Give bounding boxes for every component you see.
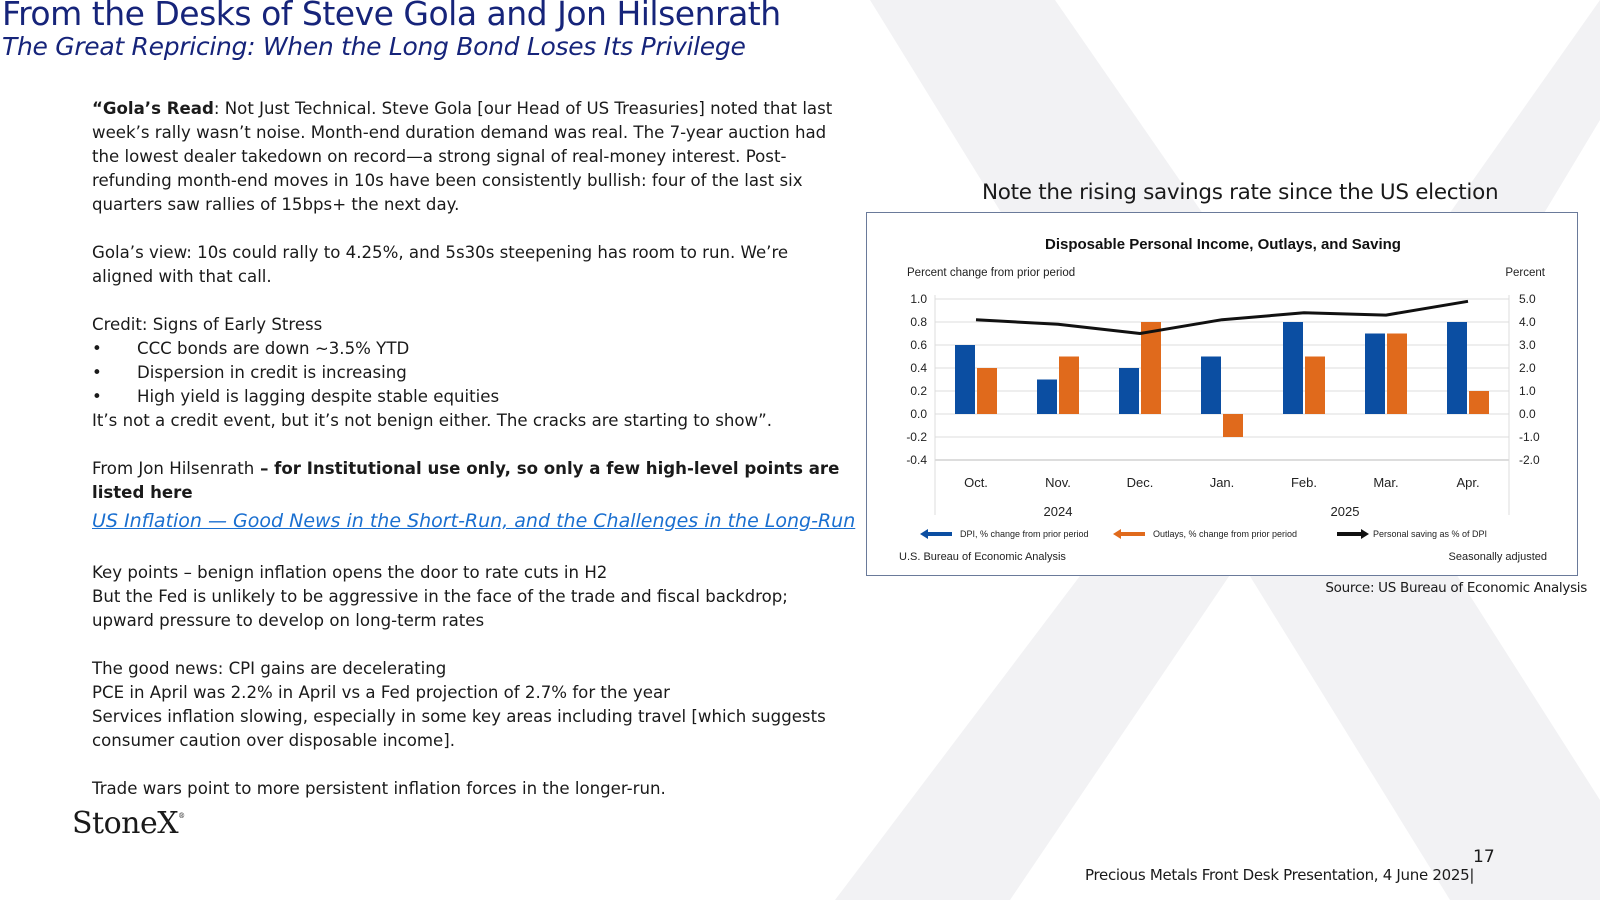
x-tick-label: Jan. [1210, 475, 1235, 490]
list-item: CCC bonds are down ~3.5% YTD [92, 337, 847, 361]
x-tick-label: Mar. [1373, 475, 1398, 490]
gola-view-paragraph: Gola’s view: 10s could rally to 4.25%, a… [92, 243, 789, 286]
dpi-bar [1037, 379, 1057, 414]
x-tick-label: Oct. [964, 475, 988, 490]
y-tick-label: -0.2 [906, 430, 927, 444]
hilsenrath-note: – for Institutional use only, so only a … [92, 459, 840, 502]
page-title: From the Desks of Steve Gola and Jon Hil… [2, 0, 781, 33]
chart-caption: Note the rising savings rate since the U… [982, 180, 1499, 205]
y-tick-label: -0.4 [906, 453, 927, 467]
y-tick-label: 0.0 [910, 407, 927, 421]
dpi-bar [1447, 322, 1467, 414]
y2-tick-label: 5.0 [1519, 292, 1536, 306]
dpi-bar [1119, 368, 1139, 414]
y2-tick-label: 2.0 [1519, 361, 1536, 375]
pce-line: PCE in April was 2.2% in April vs a Fed … [92, 683, 670, 702]
y2-tick-label: -1.0 [1519, 430, 1540, 444]
y-tick-label: 0.2 [910, 384, 927, 398]
outlays-bar [977, 368, 997, 414]
chart-footer-left: U.S. Bureau of Economic Analysis [899, 551, 1066, 563]
x-tick-label: Nov. [1045, 475, 1071, 490]
gola-read-label: “Gola’s Read [92, 99, 214, 118]
dpi-bar [955, 345, 975, 414]
page-subtitle: The Great Repricing: When the Long Bond … [2, 32, 746, 61]
y2-tick-label: 4.0 [1519, 315, 1536, 329]
list-item: High yield is lagging despite stable equ… [92, 385, 847, 409]
outlays-bar [1305, 356, 1325, 414]
left-axis-label: Percent change from prior period [907, 267, 1075, 279]
y-tick-label: 1.0 [910, 292, 927, 306]
us-inflation-article-link[interactable]: US Inflation — Good News in the Short-Ru… [92, 510, 856, 532]
dpi-bar [1365, 333, 1385, 414]
y2-tick-label: 3.0 [1519, 338, 1536, 352]
outlays-bar [1387, 333, 1407, 414]
year-label: 2025 [1331, 504, 1360, 519]
gola-read-paragraph: “Gola’s Read: Not Just Technical. Steve … [92, 97, 847, 217]
hilsenrath-paragraph: From Jon Hilsenrath – for Institutional … [92, 457, 847, 505]
footer-text: Precious Metals Front Desk Presentation,… [1085, 866, 1475, 884]
y2-tick-label: 1.0 [1519, 384, 1536, 398]
saving-rate-line [975, 299, 1469, 335]
gola-read-text: : Not Just Technical. Steve Gola [our He… [92, 99, 833, 214]
chart-footer-right: Seasonally adjusted [1449, 551, 1547, 563]
page-number: 17 [1473, 847, 1495, 867]
y2-tick-label: 0.0 [1519, 407, 1536, 421]
y-tick-label: 0.8 [910, 315, 927, 329]
chart-title: Disposable Personal Income, Outlays, and… [1045, 236, 1401, 253]
legend-label: Personal saving as % of DPI [1373, 529, 1487, 539]
trade-line: Trade wars point to more persistent infl… [92, 779, 666, 798]
legend-arrow [1361, 529, 1369, 539]
year-label: 2024 [1044, 504, 1073, 519]
key-points-line: Key points – benign inflation opens the … [92, 563, 608, 582]
legend-label: Outlays, % change from prior period [1153, 529, 1297, 539]
outlays-bar [1141, 322, 1161, 414]
stonex-logo: StoneX® [72, 806, 185, 841]
chart-frame: Disposable Personal Income, Outlays, and… [866, 212, 1578, 576]
good-news-line: The good news: CPI gains are deceleratin… [92, 659, 447, 678]
y2-tick-label: -2.0 [1519, 453, 1540, 467]
right-axis-label: Percent [1505, 267, 1545, 279]
fed-line: But the Fed is unlikely to be aggressive… [92, 587, 788, 630]
list-item: Dispersion in credit is increasing [92, 361, 847, 385]
outlays-bar [1469, 391, 1489, 414]
services-line: Services inflation slowing, especially i… [92, 707, 826, 750]
y-tick-label: 0.4 [910, 361, 927, 375]
outlays-bar [1223, 414, 1243, 437]
x-tick-label: Apr. [1456, 475, 1479, 490]
legend-label: DPI, % change from prior period [960, 529, 1089, 539]
dpi-bar [1201, 356, 1221, 414]
income-outlays-saving-chart: Disposable Personal Income, Outlays, and… [899, 236, 1547, 563]
outlays-bar [1059, 356, 1079, 414]
chart-source: Source: US Bureau of Economic Analysis [1325, 580, 1587, 596]
hilsenrath-intro: From Jon Hilsenrath [92, 459, 255, 478]
credit-bullet-list: CCC bonds are down ~3.5% YTD Dispersion … [92, 337, 847, 409]
legend-arrow [1113, 529, 1121, 539]
credit-conclusion: It’s not a credit event, but it’s not be… [92, 411, 772, 430]
dpi-bar [1283, 322, 1303, 414]
credit-heading: Credit: Signs of Early Stress [92, 315, 323, 334]
x-tick-label: Feb. [1291, 475, 1317, 490]
x-tick-label: Dec. [1127, 475, 1154, 490]
y-tick-label: 0.6 [910, 338, 927, 352]
commentary-body: “Gola’s Read: Not Just Technical. Steve … [92, 97, 855, 801]
legend-arrow [920, 529, 928, 539]
